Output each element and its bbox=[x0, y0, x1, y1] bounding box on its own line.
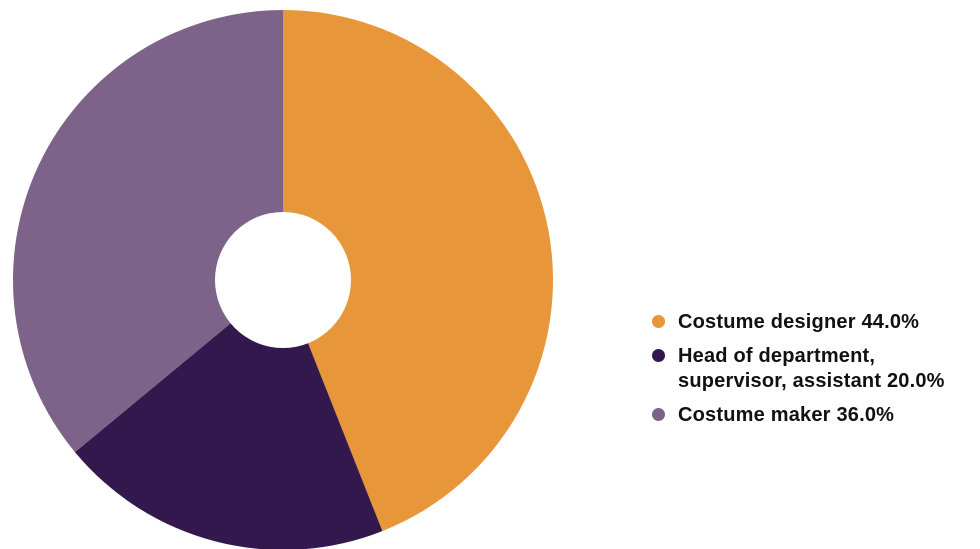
legend-swatch bbox=[652, 408, 665, 421]
legend-percentage: 44.0% bbox=[861, 311, 920, 333]
pie-slice-head-of-department bbox=[74, 280, 383, 549]
donut-hole bbox=[215, 212, 351, 348]
slices-group bbox=[13, 10, 553, 549]
legend-item-head-of-department: Head of department, supervisor, assistan… bbox=[652, 344, 980, 394]
legend-percentage: 20.0% bbox=[886, 370, 945, 392]
pie-slice-costume-maker bbox=[13, 10, 283, 453]
legend-swatch bbox=[652, 349, 665, 362]
legend: Costume designer 44.0% Head of department… bbox=[652, 310, 980, 437]
legend-item-costume-designer: Costume designer 44.0% bbox=[652, 310, 980, 335]
legend-label: Costume maker bbox=[678, 404, 831, 426]
legend-label: Costume designer bbox=[678, 311, 856, 333]
legend-swatch bbox=[652, 315, 665, 328]
legend-percentage: 36.0% bbox=[836, 404, 895, 426]
legend-text: Costume designer 44.0% bbox=[678, 310, 919, 335]
legend-text: Costume maker 36.0% bbox=[678, 403, 894, 428]
legend-text: Head of department, supervisor, assistan… bbox=[678, 344, 945, 394]
legend-label: Head of department, supervisor, assistan… bbox=[678, 345, 882, 392]
pie-slice-costume-designer bbox=[283, 10, 553, 532]
legend-item-costume-maker: Costume maker 36.0% bbox=[652, 403, 980, 428]
